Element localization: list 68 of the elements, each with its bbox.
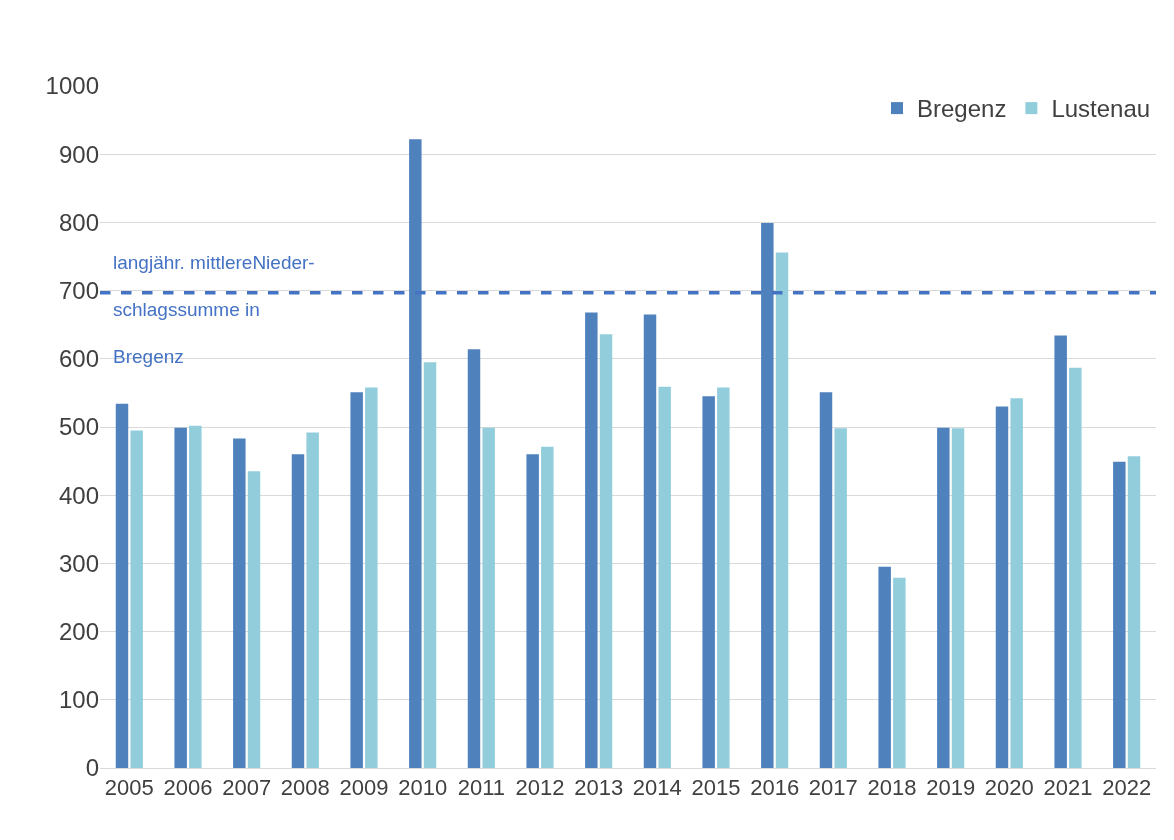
- bar: [365, 387, 378, 768]
- y-tick-label: 300: [58, 549, 99, 577]
- x-tick-label: 2015: [691, 775, 741, 801]
- x-tick-label: 2016: [750, 775, 800, 801]
- bar: [819, 392, 833, 768]
- bar: [1010, 398, 1023, 768]
- bar: [643, 314, 657, 768]
- y-tick-label: 800: [58, 208, 99, 236]
- bar: [526, 454, 539, 768]
- bar: [951, 428, 965, 768]
- x-tick-label: 2006: [163, 775, 213, 801]
- bar: [717, 387, 730, 768]
- x-tick-label: 2009: [339, 775, 389, 801]
- bar: [585, 312, 598, 768]
- x-tick-label: 2007: [222, 775, 272, 801]
- bar: [350, 392, 363, 768]
- bar: [189, 425, 202, 768]
- x-tick-label: 2021: [1043, 775, 1093, 801]
- x-tick-label: 2005: [104, 775, 154, 801]
- bar: [247, 471, 261, 768]
- bar: [1113, 461, 1126, 768]
- bar: [834, 428, 847, 768]
- x-tick-label: 2022: [1102, 775, 1152, 801]
- text: langjähr. mittlereNieder- schlagssumme in Bregenz: [113, 252, 315, 367]
- bar: [541, 446, 554, 768]
- bar: [1127, 456, 1141, 768]
- bar: [878, 566, 891, 768]
- bar: [174, 427, 187, 768]
- y-tick-label: 1000: [45, 72, 99, 100]
- bar: [702, 396, 715, 768]
- y-tick-label: 100: [58, 686, 99, 714]
- bar: [1069, 367, 1082, 768]
- bar: [995, 406, 1009, 768]
- bar: [658, 386, 671, 768]
- bar: [775, 252, 789, 768]
- y-tick-label: 700: [58, 277, 99, 304]
- bar: [233, 438, 246, 768]
- bar: [467, 349, 481, 768]
- y-tick-label: 200: [58, 618, 99, 645]
- x-tick-label: 2012: [515, 775, 565, 801]
- bar: [599, 334, 613, 768]
- x-tick-label: 2018: [867, 775, 917, 801]
- y-tick-label: 0: [85, 754, 99, 782]
- bar: [482, 427, 495, 768]
- bar: [306, 432, 319, 768]
- legend-label: Bregenz: [917, 95, 1007, 123]
- bar: [761, 223, 774, 768]
- x-tick-label: 2017: [808, 775, 858, 801]
- y-tick-label: 600: [58, 345, 99, 373]
- y-tick-label: 900: [58, 140, 99, 168]
- x-tick-label: 2010: [398, 775, 448, 801]
- bar: [115, 403, 129, 768]
- y-tick-label: 400: [58, 481, 99, 509]
- bar: [893, 577, 906, 768]
- legend-label: Lustenau: [1051, 95, 1151, 123]
- x-tick-label: 2020: [984, 775, 1034, 801]
- bar: [1054, 335, 1067, 768]
- bar: [409, 139, 422, 768]
- x-tick-label: 2011: [457, 775, 505, 801]
- bar: [423, 362, 437, 768]
- x-tick-label: 2008: [280, 775, 330, 801]
- x-tick-label: 2019: [926, 775, 976, 801]
- bar: [291, 454, 305, 768]
- x-tick-label: 2014: [632, 775, 682, 801]
- y-tick-label: 500: [58, 413, 99, 441]
- bar: [937, 427, 950, 768]
- bar: [130, 430, 143, 768]
- x-tick-label: 2013: [574, 775, 624, 801]
